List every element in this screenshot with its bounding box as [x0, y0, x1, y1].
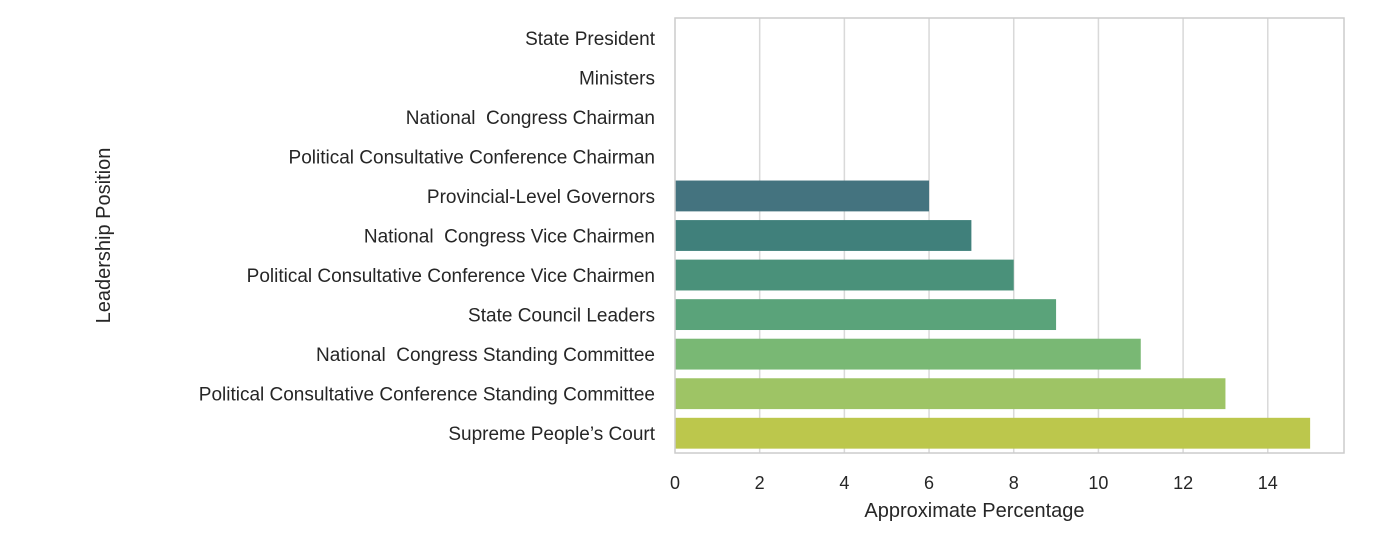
y-axis-label: Leadership Position [93, 148, 115, 324]
y-tick-label: State Council Leaders [468, 306, 655, 327]
y-tick-label: Political Consultative Conference Vice C… [247, 266, 655, 287]
x-tick-label: 10 [1088, 473, 1108, 493]
bar [675, 338, 1141, 370]
bar [675, 220, 972, 251]
y-tick-label: Supreme People’s Court [448, 424, 655, 445]
x-tick-label: 14 [1258, 473, 1278, 493]
y-tick-label: Provincial-Level Governors [427, 187, 655, 208]
x-tick-label: 8 [1009, 473, 1019, 493]
bar [675, 417, 1311, 449]
bar [675, 299, 1057, 331]
plot-frame [674, 17, 1345, 454]
y-tick-label: State President [525, 29, 656, 50]
y-tick-label: Political Consultative Conference Chairm… [289, 147, 655, 168]
x-tick-label: 12 [1173, 473, 1193, 493]
x-axis-ticks: 0 2 4 6 8 10 12 14 [670, 473, 1278, 493]
bar [675, 378, 1226, 410]
x-tick-label: 2 [755, 473, 765, 493]
x-axis-label: Approximate Percentage [864, 500, 1084, 522]
bar [675, 259, 1014, 291]
y-tick-label: Political Consultative Conference Standi… [199, 385, 655, 406]
bars [675, 180, 1311, 449]
y-tick-label: National Congress Chairman [406, 108, 655, 129]
bar [675, 180, 930, 212]
y-tick-label: Ministers [579, 68, 655, 89]
y-tick-label: National Congress Vice Chairmen [364, 227, 655, 248]
x-tick-label: 0 [670, 473, 680, 493]
x-tick-label: 4 [839, 473, 849, 493]
x-tick-label: 6 [924, 473, 934, 493]
y-axis-ticks: State President Ministers National Congres… [199, 29, 656, 445]
y-tick-label: National Congress Standing Committee [316, 345, 655, 366]
